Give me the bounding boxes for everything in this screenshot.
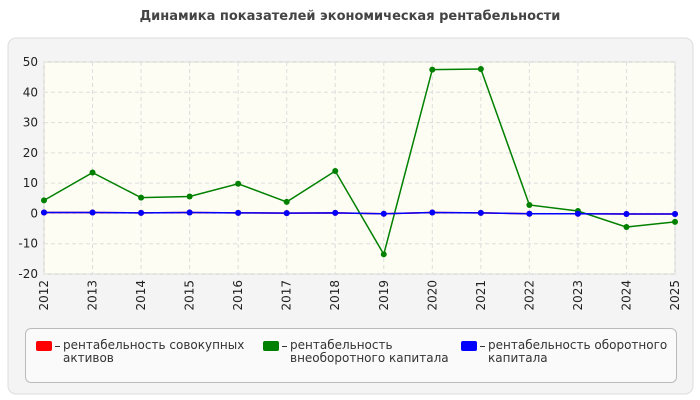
x-tick-label: 2016	[231, 280, 245, 311]
point	[138, 209, 145, 216]
legend-item: рентабельность внеоборотного капитала	[263, 339, 450, 365]
point	[526, 210, 533, 217]
point	[477, 65, 484, 72]
y-tick-label: 50	[23, 55, 38, 69]
x-tick-label: 2022	[522, 280, 536, 311]
series-line	[44, 211, 675, 215]
point	[186, 209, 193, 216]
legend-item: рентабельность совокупных активов	[36, 339, 248, 365]
y-tick-label: -10	[18, 237, 38, 251]
point	[235, 209, 242, 216]
x-tick-label: 2017	[280, 280, 294, 311]
point	[672, 218, 678, 225]
point	[672, 211, 678, 218]
y-tick-label: -20	[18, 267, 38, 281]
legend-swatch	[461, 341, 477, 351]
point	[186, 193, 193, 200]
point	[283, 210, 290, 217]
legend-item: рентабельность оборотного капитала	[461, 339, 688, 365]
point	[89, 169, 96, 176]
point	[235, 180, 242, 187]
y-tick-label: 20	[23, 146, 38, 160]
point	[380, 210, 387, 217]
legend-label: рентабельность совокупных активов	[63, 338, 245, 365]
legend: рентабельность совокупных активов рентабе…	[25, 328, 677, 383]
legend-swatch	[36, 341, 52, 351]
x-tick-label: 2021	[474, 280, 488, 311]
legend-label: рентабельность оборотного капитала	[488, 338, 668, 365]
x-tick-label: 2015	[183, 280, 197, 311]
y-tick-label: 40	[23, 85, 38, 99]
point	[380, 251, 387, 258]
point	[526, 201, 533, 208]
point	[429, 209, 436, 216]
x-tick-label: 2012	[37, 280, 51, 311]
legend-label: рентабельность внеоборотного капитала	[290, 338, 449, 365]
legend-dash	[480, 346, 485, 347]
legend-dash	[55, 346, 60, 347]
y-tick-label: 30	[23, 116, 38, 130]
x-tick-label: 2019	[377, 280, 391, 311]
x-tick-label: 2020	[425, 280, 439, 311]
point	[574, 210, 581, 217]
point	[332, 209, 339, 216]
point	[89, 209, 96, 216]
point	[41, 197, 47, 204]
point	[477, 209, 484, 216]
x-tick-label: 2023	[571, 280, 585, 311]
point	[623, 211, 630, 218]
point	[332, 168, 339, 175]
point	[138, 194, 145, 201]
point	[41, 209, 47, 216]
legend-swatch	[263, 341, 279, 351]
x-tick-label: 2013	[86, 280, 100, 311]
x-tick-label: 2018	[328, 280, 342, 311]
x-tick-label: 2025	[668, 280, 682, 311]
y-tick-label: 0	[30, 206, 38, 220]
point	[283, 198, 290, 205]
plot-area	[43, 61, 676, 275]
x-tick-label: 2024	[619, 280, 633, 311]
point	[623, 224, 630, 231]
legend-dash	[282, 346, 287, 347]
x-tick-label: 2014	[134, 280, 148, 311]
chart-title: Динамика показателей экономическая рента…	[140, 9, 561, 24]
point	[429, 66, 436, 73]
y-tick-label: 10	[23, 176, 38, 190]
